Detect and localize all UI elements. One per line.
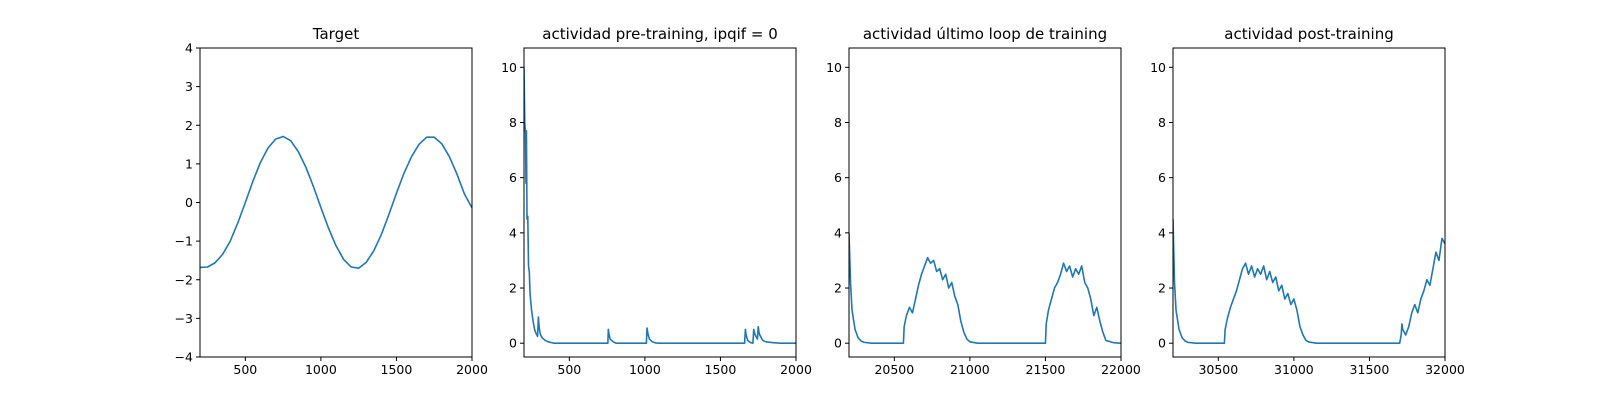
y-tick-label: 4 [185, 41, 193, 56]
axes-frame [1172, 47, 1446, 358]
y-tick-label: −2 [175, 272, 193, 287]
x-tick-label: 500 [557, 362, 581, 377]
x-tick-label: 1500 [705, 362, 737, 377]
x-tick-label: 21000 [950, 362, 990, 377]
y-tick-label: −4 [175, 350, 193, 365]
axes-frame [523, 47, 797, 358]
x-tick-label: 21500 [1026, 362, 1066, 377]
chart-panel-2: 500 1000 1500 2000 0 2 4 6 8 10 actividad pre-trai… [501, 25, 812, 377]
y-tick-label: 8 [834, 115, 842, 130]
y-tick-label: 2 [834, 281, 842, 296]
chart-title: Target [312, 25, 360, 43]
y-tick-label: −3 [175, 311, 193, 326]
y-tick-label: 8 [1158, 115, 1166, 130]
x-tick-label: 1000 [629, 362, 661, 377]
chart-title: actividad último loop de training [863, 25, 1107, 43]
y-tick-label: 3 [185, 79, 193, 94]
chart-panel-1: 500 1000 1500 2000 −4 −3 −2 −1 0 1 2 3 4 Target [175, 25, 488, 377]
axes-frame [199, 47, 473, 358]
y-tick-label: 10 [501, 60, 517, 75]
x-tick-label: 20500 [874, 362, 914, 377]
y-tick-label: 4 [509, 225, 517, 240]
x-tick-label: 22000 [1101, 362, 1141, 377]
y-tick-label: 10 [826, 60, 842, 75]
series-line-1 [524, 67, 796, 345]
series-line-1 [849, 232, 1121, 345]
axes-frame [848, 47, 1122, 358]
y-tick-label: 2 [509, 281, 517, 296]
y-tick-label: 1 [185, 156, 193, 171]
chart-panel-3: 20500 21000 21500 22000 0 2 4 6 8 10 actividad últ… [826, 25, 1141, 377]
x-tick-label: 31000 [1274, 362, 1314, 377]
y-tick-label: 4 [834, 225, 842, 240]
chart-panel-4: 30500 31000 31500 32000 0 2 4 6 8 10 actividad pos… [1150, 25, 1465, 377]
y-tick-label: −1 [175, 234, 193, 249]
y-tick-label: 0 [509, 336, 517, 351]
y-tick-label: 0 [1158, 336, 1166, 351]
x-tick-label: 2000 [456, 362, 488, 377]
x-tick-label: 32000 [1425, 362, 1465, 377]
x-tick-label: 1500 [381, 362, 413, 377]
y-tick-label: 2 [185, 118, 193, 133]
x-tick-label: 2000 [780, 362, 812, 377]
x-tick-label: 500 [233, 362, 257, 377]
y-tick-label: 2 [1158, 281, 1166, 296]
series-line-1 [200, 135, 472, 269]
y-tick-label: 6 [834, 170, 842, 185]
y-tick-label: 10 [1150, 60, 1166, 75]
x-tick-label: 31500 [1350, 362, 1390, 377]
chart-title: actividad pre-training, ipqif = 0 [542, 25, 778, 43]
x-tick-label: 1000 [305, 362, 337, 377]
x-tick-label: 30500 [1198, 362, 1238, 377]
y-tick-label: 0 [834, 336, 842, 351]
chart-title: actividad post-training [1224, 25, 1393, 43]
y-tick-label: 0 [185, 195, 193, 210]
y-tick-label: 6 [1158, 170, 1166, 185]
y-tick-label: 8 [509, 115, 517, 130]
series-line-1 [1173, 219, 1445, 345]
y-tick-label: 6 [509, 170, 517, 185]
y-tick-label: 4 [1158, 225, 1166, 240]
